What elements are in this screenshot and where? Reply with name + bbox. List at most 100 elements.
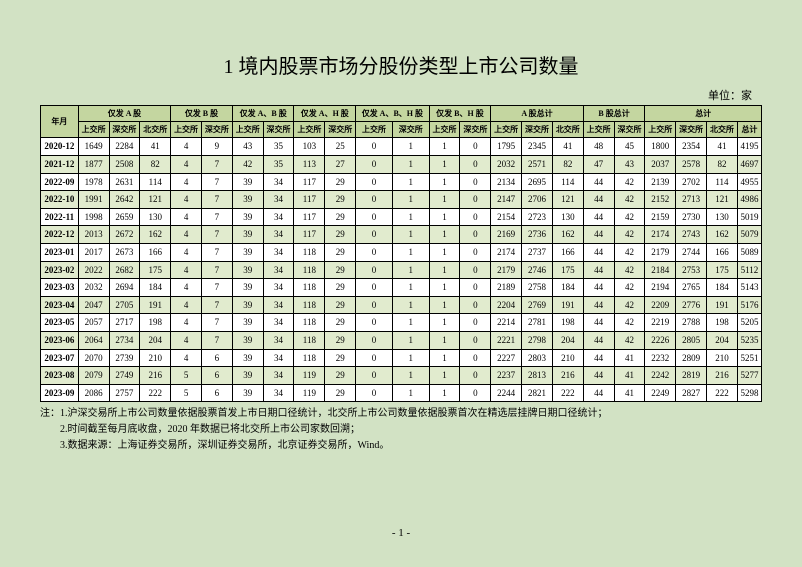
data-cell: 1 <box>429 155 460 173</box>
data-cell: 29 <box>325 191 356 209</box>
row-date: 2023-05 <box>41 314 79 332</box>
data-cell: 0 <box>356 314 393 332</box>
data-cell: 44 <box>583 349 614 367</box>
data-cell: 1 <box>429 208 460 226</box>
data-cell: 34 <box>263 384 294 402</box>
data-cell: 0 <box>356 349 393 367</box>
data-cell: 43 <box>232 138 263 156</box>
data-cell: 198 <box>707 314 738 332</box>
data-cell: 29 <box>325 243 356 261</box>
data-cell: 4 <box>171 296 202 314</box>
column-group-header: 仅发 A 股 <box>78 106 170 122</box>
column-sub-header: 总计 <box>737 122 761 138</box>
column-group-header: 总计 <box>645 106 762 122</box>
table-row: 2023-05205727171984739341182901102214278… <box>41 314 762 332</box>
data-cell: 118 <box>294 279 325 297</box>
column-sub-header: 北交所 <box>707 122 738 138</box>
data-cell: 2821 <box>522 384 553 402</box>
data-cell: 1 <box>429 296 460 314</box>
data-cell: 4 <box>171 279 202 297</box>
data-cell: 4 <box>171 331 202 349</box>
data-cell: 2179 <box>645 243 676 261</box>
data-cell: 2284 <box>109 138 140 156</box>
data-cell: 82 <box>707 155 738 173</box>
data-cell: 39 <box>232 296 263 314</box>
data-cell: 39 <box>232 279 263 297</box>
data-cell: 2578 <box>676 155 707 173</box>
data-cell: 0 <box>356 331 393 349</box>
data-cell: 2221 <box>491 331 522 349</box>
data-cell: 1 <box>392 226 429 244</box>
data-cell: 1991 <box>78 191 109 209</box>
data-cell: 4697 <box>737 155 761 173</box>
data-cell: 130 <box>140 208 171 226</box>
data-cell: 42 <box>614 314 645 332</box>
data-cell: 191 <box>140 296 171 314</box>
data-cell: 29 <box>325 173 356 191</box>
data-cell: 216 <box>552 367 583 385</box>
data-cell: 2749 <box>109 367 140 385</box>
data-cell: 1 <box>392 367 429 385</box>
data-cell: 0 <box>356 155 393 173</box>
data-cell: 5019 <box>737 208 761 226</box>
data-cell: 7 <box>201 155 232 173</box>
data-cell: 1 <box>392 331 429 349</box>
data-cell: 1877 <box>78 155 109 173</box>
data-cell: 0 <box>460 208 491 226</box>
data-cell: 2354 <box>676 138 707 156</box>
data-cell: 34 <box>263 314 294 332</box>
data-cell: 184 <box>140 279 171 297</box>
data-cell: 121 <box>707 191 738 209</box>
data-cell: 2765 <box>676 279 707 297</box>
data-cell: 0 <box>356 226 393 244</box>
data-cell: 2169 <box>491 226 522 244</box>
data-cell: 34 <box>263 191 294 209</box>
row-date: 2021-12 <box>41 155 79 173</box>
data-cell: 191 <box>707 296 738 314</box>
data-cell: 29 <box>325 279 356 297</box>
data-cell: 0 <box>460 155 491 173</box>
data-cell: 1 <box>429 138 460 156</box>
data-cell: 34 <box>263 226 294 244</box>
data-cell: 2743 <box>676 226 707 244</box>
data-cell: 39 <box>232 261 263 279</box>
table-row: 2023-04204727051914739341182901102204276… <box>41 296 762 314</box>
data-cell: 2682 <box>109 261 140 279</box>
column-sub-header: 深交所 <box>263 122 294 138</box>
table-header: 年月仅发 A 股仅发 B 股仅发 A、B 股仅发 A、H 股仅发 A、B、H 股… <box>41 106 762 138</box>
data-cell: 2781 <box>522 314 553 332</box>
data-cell: 44 <box>583 208 614 226</box>
data-cell: 2744 <box>676 243 707 261</box>
table-row: 2023-06206427342044739341182901102221279… <box>41 331 762 349</box>
data-cell: 39 <box>232 314 263 332</box>
data-cell: 198 <box>552 314 583 332</box>
data-cell: 4 <box>171 191 202 209</box>
data-cell: 1 <box>392 173 429 191</box>
data-cell: 2147 <box>491 191 522 209</box>
data-cell: 27 <box>325 155 356 173</box>
data-cell: 0 <box>460 138 491 156</box>
column-sub-header: 上交所 <box>491 122 522 138</box>
data-cell: 29 <box>325 296 356 314</box>
data-cell: 113 <box>294 155 325 173</box>
data-cell: 2809 <box>676 349 707 367</box>
data-cell: 41 <box>552 138 583 156</box>
data-cell: 39 <box>232 173 263 191</box>
data-cell: 117 <box>294 226 325 244</box>
data-cell: 210 <box>552 349 583 367</box>
page-number: - 1 - <box>0 527 802 539</box>
data-cell: 1 <box>429 331 460 349</box>
data-cell: 7 <box>201 226 232 244</box>
data-cell: 29 <box>325 226 356 244</box>
data-cell: 121 <box>552 191 583 209</box>
data-cell: 0 <box>460 279 491 297</box>
data-cell: 42 <box>614 279 645 297</box>
data-cell: 2022 <box>78 261 109 279</box>
data-cell: 5235 <box>737 331 761 349</box>
data-cell: 0 <box>460 349 491 367</box>
data-cell: 222 <box>552 384 583 402</box>
data-cell: 2776 <box>676 296 707 314</box>
data-cell: 2345 <box>522 138 553 156</box>
data-cell: 7 <box>201 296 232 314</box>
row-date: 2022-10 <box>41 191 79 209</box>
